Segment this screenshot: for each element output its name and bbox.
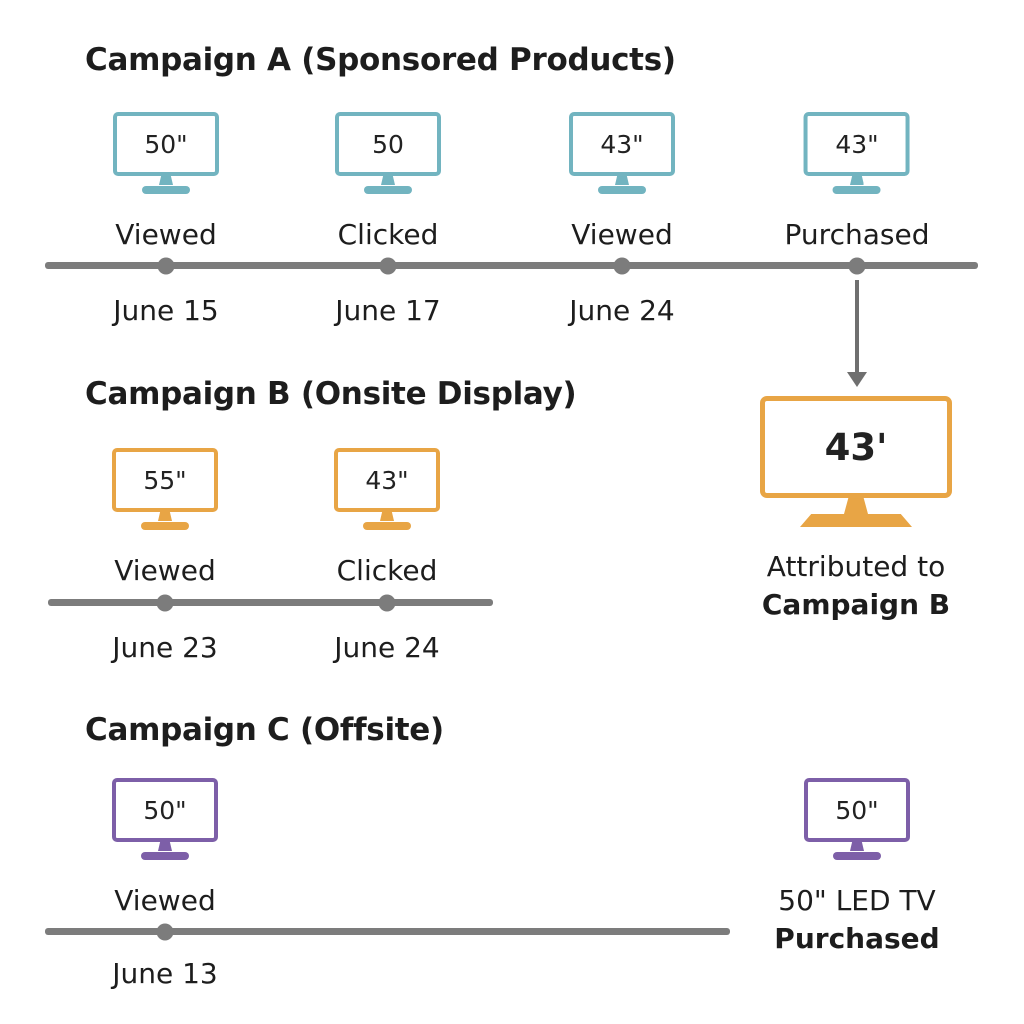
campaign-b-event-viewed: 55" Viewed: [112, 448, 218, 587]
tv-stand-neck: [849, 176, 864, 185]
campaign-a-event-purchased: 43" Purchased: [784, 112, 930, 251]
tv-size-label: 55": [143, 465, 187, 495]
event-action-label: Viewed: [115, 218, 217, 251]
timeline-dot: [156, 594, 174, 612]
attribution-label-line2: Campaign B: [761, 588, 951, 622]
attributed-tv-icon: 43': [760, 396, 952, 527]
purchase-label-line2: Purchased: [774, 922, 940, 956]
tv-stand-neck: [158, 842, 172, 851]
tv-size-label: 50": [143, 795, 187, 825]
campaign-b-timeline: [48, 599, 493, 606]
event-date: June 17: [335, 294, 441, 327]
campaign-c-timeline: [45, 928, 730, 935]
tv-size-label: 43": [365, 465, 409, 495]
event-date: June 15: [113, 294, 219, 327]
tv-stand-neck: [158, 512, 172, 521]
tv-screen: 50": [804, 778, 910, 842]
tv-stand-base: [833, 852, 881, 860]
tv-icon: 43": [803, 112, 910, 194]
tv-size-label: 43": [835, 129, 879, 159]
tv-icon: 50: [335, 112, 441, 194]
campaign-a-event-viewed-2: 43" Viewed: [569, 112, 675, 251]
timeline-dot: [157, 257, 175, 275]
campaign-a-event-viewed-1: 50" Viewed: [113, 112, 219, 251]
attribution-label-line1: Attributed to: [766, 550, 946, 583]
event-action-label: Clicked: [337, 218, 439, 251]
tv-size-label: 50": [144, 129, 188, 159]
tv-stand-neck: [159, 176, 173, 185]
event-action-label: Clicked: [336, 554, 438, 587]
tv-screen: 43": [569, 112, 675, 176]
purchase-label-line1: 50" LED TV: [778, 884, 936, 917]
tv-screen: 43': [760, 396, 952, 498]
campaign-a-timeline: [45, 262, 978, 269]
tv-icon: 50": [113, 112, 219, 194]
timeline-dot: [378, 594, 396, 612]
campaign-b-event-clicked: 43" Clicked: [334, 448, 440, 587]
event-action-label: Viewed: [571, 218, 673, 251]
tv-size-label: 50": [835, 795, 879, 825]
tv-stand-base: [142, 186, 190, 194]
tv-screen: 50: [335, 112, 441, 176]
tv-screen: 43": [803, 112, 910, 176]
campaign-c-purchased-tv: 50": [804, 778, 910, 860]
tv-size-label: 50: [372, 129, 404, 159]
campaign-a-event-clicked: 50 Clicked: [335, 112, 441, 251]
tv-icon: 50": [804, 778, 910, 860]
tv-stand-base: [598, 186, 646, 194]
attribution-arrow-head: [847, 372, 867, 387]
tv-stand-neck: [850, 842, 864, 851]
event-action-label: Purchased: [784, 218, 930, 251]
tv-stand-neck: [381, 176, 395, 185]
event-date: June 24: [569, 294, 675, 327]
tv-stand-neck: [844, 498, 868, 514]
tv-stand-base: [363, 522, 411, 530]
tv-icon: 50": [112, 778, 218, 860]
tv-size-label: 43": [600, 129, 644, 159]
event-date: June 23: [112, 631, 218, 664]
tv-stand-base: [364, 186, 412, 194]
tv-stand-base: [832, 186, 881, 194]
campaign-c-event-viewed: 50" Viewed: [112, 778, 218, 917]
tv-icon: 43": [569, 112, 675, 194]
event-action-label: Viewed: [114, 884, 216, 917]
tv-icon: 55": [112, 448, 218, 530]
tv-screen: 50": [112, 778, 218, 842]
tv-size-label: 43': [824, 425, 888, 469]
tv-screen: 55": [112, 448, 218, 512]
tv-stand-base: [141, 852, 189, 860]
tv-screen: 43": [334, 448, 440, 512]
timeline-dot: [848, 257, 866, 275]
tv-stand-neck: [380, 512, 394, 521]
attribution-label: Attributed to Campaign B: [762, 548, 950, 624]
timeline-dot: [156, 923, 174, 941]
timeline-dot: [379, 257, 397, 275]
tv-icon: 43": [334, 448, 440, 530]
tv-stand-base: [800, 514, 912, 527]
tv-stand-neck: [615, 176, 629, 185]
timeline-dot: [613, 257, 631, 275]
event-date: June 13: [112, 957, 218, 990]
campaign-b-title: Campaign B (Onsite Display): [85, 376, 577, 412]
campaign-c-title: Campaign C (Offsite): [85, 712, 444, 748]
tv-screen: 50": [113, 112, 219, 176]
event-date: June 24: [334, 631, 440, 664]
purchase-label: 50" LED TV Purchased: [774, 882, 939, 958]
campaign-a-title: Campaign A (Sponsored Products): [85, 42, 676, 78]
tv-stand-base: [141, 522, 189, 530]
event-action-label: Viewed: [114, 554, 216, 587]
attribution-arrow-line: [855, 280, 859, 374]
